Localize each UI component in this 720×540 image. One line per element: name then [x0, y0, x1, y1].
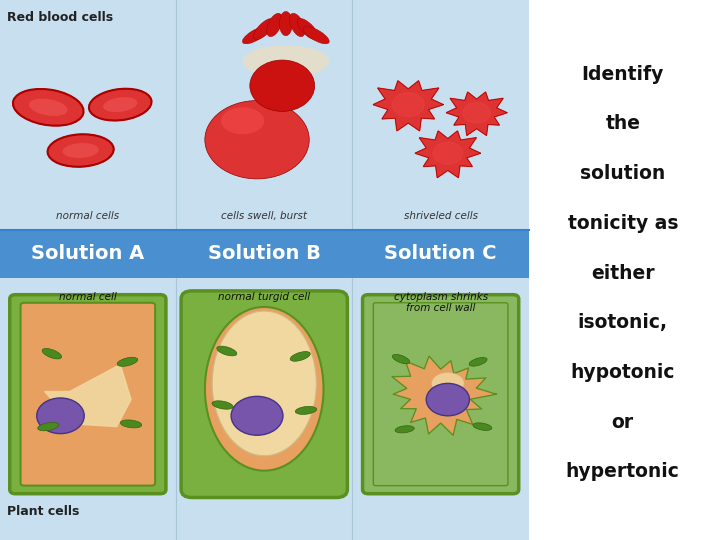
Ellipse shape — [469, 357, 487, 366]
Text: normal cells: normal cells — [56, 211, 120, 221]
Ellipse shape — [212, 401, 233, 409]
FancyBboxPatch shape — [21, 303, 155, 485]
FancyBboxPatch shape — [10, 295, 166, 494]
Ellipse shape — [29, 99, 68, 116]
FancyBboxPatch shape — [374, 303, 508, 485]
Text: normal cell: normal cell — [59, 292, 117, 302]
Bar — [0, 230, 529, 278]
Ellipse shape — [37, 422, 59, 431]
Text: either: either — [591, 264, 654, 282]
Ellipse shape — [297, 18, 318, 39]
Polygon shape — [463, 103, 490, 123]
Ellipse shape — [48, 134, 114, 167]
Ellipse shape — [243, 45, 329, 78]
Text: Plant cells: Plant cells — [7, 505, 80, 518]
Ellipse shape — [103, 97, 138, 112]
Text: Solution B: Solution B — [208, 244, 320, 264]
Ellipse shape — [243, 26, 269, 44]
Ellipse shape — [217, 346, 237, 356]
Text: normal turgid cell: normal turgid cell — [218, 292, 310, 302]
Text: Identify: Identify — [582, 65, 664, 84]
Polygon shape — [373, 81, 444, 131]
Text: hypotonic: hypotonic — [570, 363, 675, 382]
Ellipse shape — [392, 354, 410, 364]
Text: or: or — [612, 413, 634, 431]
Polygon shape — [45, 364, 131, 427]
Ellipse shape — [266, 14, 282, 37]
Ellipse shape — [289, 14, 305, 37]
Text: the: the — [606, 114, 640, 133]
Ellipse shape — [253, 18, 274, 39]
Text: tonicity as: tonicity as — [567, 214, 678, 233]
Text: solution: solution — [580, 164, 665, 183]
Ellipse shape — [395, 426, 414, 433]
Polygon shape — [392, 93, 424, 117]
Ellipse shape — [250, 60, 315, 111]
Polygon shape — [433, 142, 463, 164]
Ellipse shape — [212, 311, 316, 456]
Ellipse shape — [120, 420, 142, 428]
Ellipse shape — [204, 100, 309, 179]
Bar — [0, 0, 529, 540]
Text: Solution A: Solution A — [31, 244, 145, 264]
Ellipse shape — [432, 373, 464, 394]
FancyBboxPatch shape — [363, 295, 518, 494]
Ellipse shape — [205, 307, 323, 471]
Text: Solution C: Solution C — [384, 244, 497, 264]
Polygon shape — [446, 92, 507, 136]
Polygon shape — [415, 131, 481, 178]
Ellipse shape — [221, 107, 264, 134]
Ellipse shape — [42, 348, 61, 359]
Text: isotonic,: isotonic, — [577, 313, 668, 332]
Ellipse shape — [290, 352, 310, 361]
Ellipse shape — [295, 407, 317, 414]
Text: cytoplasm shrinks
from cell wall: cytoplasm shrinks from cell wall — [394, 292, 487, 313]
Ellipse shape — [473, 423, 492, 430]
Text: hypertonic: hypertonic — [566, 462, 680, 481]
Text: shriveled cells: shriveled cells — [404, 211, 477, 221]
Ellipse shape — [279, 11, 292, 36]
Circle shape — [37, 398, 84, 434]
Text: cells swell, burst: cells swell, burst — [221, 211, 307, 221]
Ellipse shape — [89, 89, 151, 120]
Ellipse shape — [117, 357, 138, 366]
FancyBboxPatch shape — [181, 291, 347, 497]
Circle shape — [231, 396, 283, 435]
Ellipse shape — [13, 89, 84, 126]
Text: Red blood cells: Red blood cells — [7, 11, 113, 24]
Polygon shape — [392, 356, 496, 435]
Ellipse shape — [303, 26, 329, 44]
Ellipse shape — [63, 143, 99, 158]
Circle shape — [426, 383, 469, 416]
